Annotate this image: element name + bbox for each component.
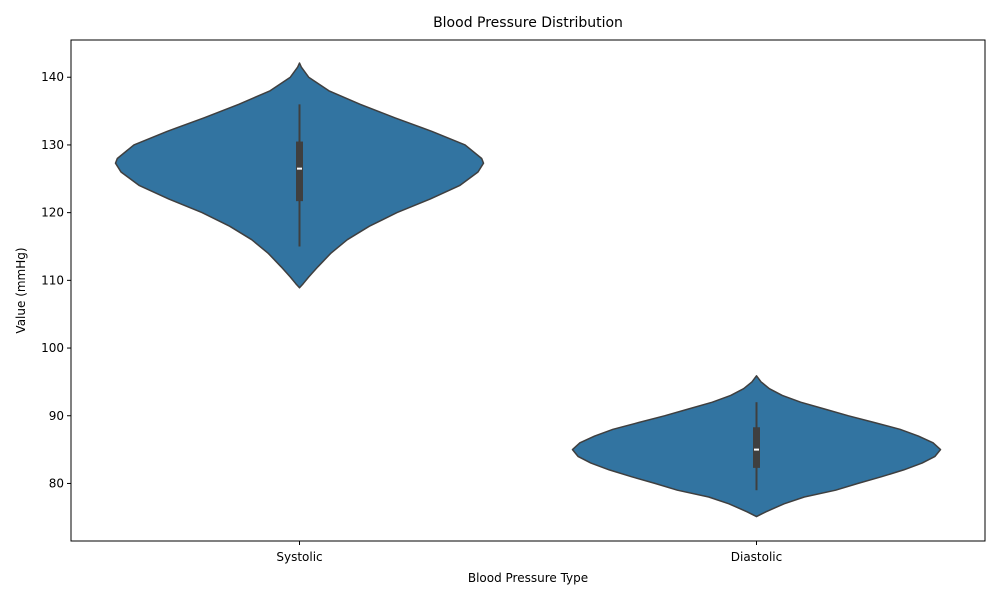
y-tick-label: 130 [41, 138, 64, 152]
y-tick-label: 110 [41, 273, 64, 287]
y-tick-label: 100 [41, 341, 64, 355]
y-axis-ticks: 80 90 100 110 120 130 140 [41, 70, 71, 490]
x-axis-label: Blood Pressure Type [468, 571, 588, 585]
x-tick-label: Diastolic [731, 550, 783, 564]
y-tick-label: 140 [41, 70, 64, 84]
y-tick-label: 80 [49, 476, 64, 490]
x-axis-ticks: Systolic Diastolic [276, 541, 782, 564]
x-tick-label: Systolic [276, 550, 322, 564]
y-axis-label: Value (mmHg) [14, 247, 28, 333]
violins-layer [114, 62, 942, 518]
plot-frame [70, 39, 986, 542]
y-tick-label: 90 [49, 409, 64, 423]
violin-systolic [114, 62, 485, 289]
chart-title: Blood Pressure Distribution [433, 15, 623, 31]
violin-iqr-box [296, 141, 303, 202]
y-tick-label: 120 [41, 206, 64, 220]
violin-diastolic [571, 375, 942, 518]
violin-iqr-box [753, 427, 760, 468]
